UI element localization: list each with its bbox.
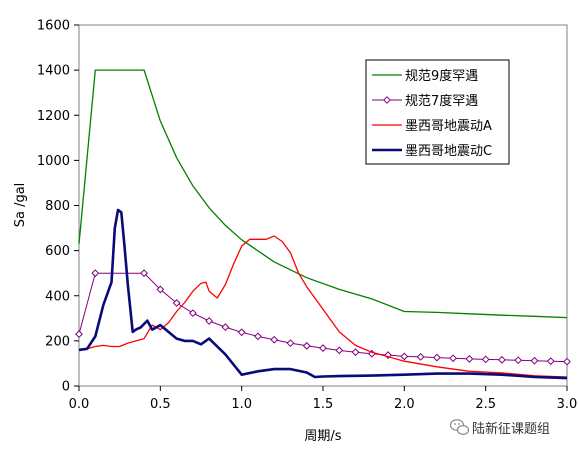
data-point-marker bbox=[498, 355, 506, 364]
y-tick-label: 0 bbox=[62, 380, 70, 395]
data-point-marker bbox=[319, 344, 327, 353]
series-line-0 bbox=[78, 69, 568, 319]
watermark: 陆新征课题组 bbox=[449, 419, 550, 437]
data-point-marker bbox=[416, 352, 425, 361]
data-point-marker bbox=[91, 269, 100, 278]
y-tick-label: 1600 bbox=[37, 19, 70, 34]
data-point-marker bbox=[254, 332, 262, 341]
wechat-icon bbox=[449, 419, 470, 436]
data-point-marker bbox=[156, 285, 165, 294]
x-tick-label: 2.5 bbox=[475, 397, 496, 412]
data-point-marker bbox=[335, 346, 344, 355]
legend-label: 墨西哥地震动A bbox=[405, 119, 492, 134]
series-line-3 bbox=[78, 208, 568, 380]
data-point-marker bbox=[432, 353, 441, 362]
legend-label: 墨西哥地震动C bbox=[405, 144, 492, 159]
data-point-marker bbox=[400, 352, 409, 361]
x-tick-label: 3.0 bbox=[557, 397, 578, 412]
x-axis-title: 周期/s bbox=[304, 429, 341, 444]
data-point-marker bbox=[351, 348, 360, 357]
y-tick-label: 1000 bbox=[37, 154, 70, 169]
watermark-text: 陆新征课题组 bbox=[472, 421, 550, 437]
data-point-marker bbox=[449, 354, 458, 363]
x-tick-label: 2.0 bbox=[394, 397, 415, 412]
series-layer bbox=[75, 69, 571, 380]
data-point-marker bbox=[530, 356, 539, 365]
data-point-marker bbox=[140, 269, 148, 278]
legend-label: 规范7度罕遇 bbox=[405, 93, 478, 109]
x-tick-label: 0.5 bbox=[150, 397, 171, 412]
data-point-marker bbox=[188, 309, 197, 318]
y-tick-label: 200 bbox=[45, 334, 70, 349]
data-point-marker bbox=[172, 299, 181, 307]
data-point-marker bbox=[286, 339, 295, 348]
data-point-marker bbox=[465, 355, 474, 363]
y-tick-label: 800 bbox=[45, 199, 70, 214]
data-point-marker bbox=[75, 330, 83, 339]
data-point-marker bbox=[563, 357, 571, 366]
data-point-marker bbox=[237, 328, 246, 337]
legend-box bbox=[365, 59, 510, 165]
x-tick-label: 1.5 bbox=[313, 397, 334, 412]
y-tick-label: 600 bbox=[45, 244, 70, 259]
data-point-marker bbox=[514, 356, 523, 365]
data-point-marker bbox=[221, 323, 230, 332]
data-point-marker bbox=[481, 355, 490, 364]
data-point-marker bbox=[546, 357, 555, 366]
data-point-marker bbox=[205, 317, 214, 325]
y-axis-title: Sa /gal bbox=[13, 183, 28, 228]
y-tick-label: 1400 bbox=[37, 64, 70, 79]
data-point-marker bbox=[270, 335, 279, 344]
data-point-marker bbox=[302, 341, 311, 350]
legend-label: 规范9度罕遇 bbox=[405, 68, 478, 84]
legend-marker bbox=[383, 96, 391, 104]
x-tick-label: 0.0 bbox=[69, 397, 90, 412]
series-line-2 bbox=[78, 235, 568, 378]
x-tick-label: 1.0 bbox=[231, 397, 252, 412]
axis-layer: 0 200 400 600 800 1000 1200 1400 1600 0.0 0.5 1.0 1.… bbox=[37, 19, 577, 413]
y-tick-label: 1200 bbox=[37, 109, 70, 124]
y-tick-label: 400 bbox=[45, 289, 70, 304]
